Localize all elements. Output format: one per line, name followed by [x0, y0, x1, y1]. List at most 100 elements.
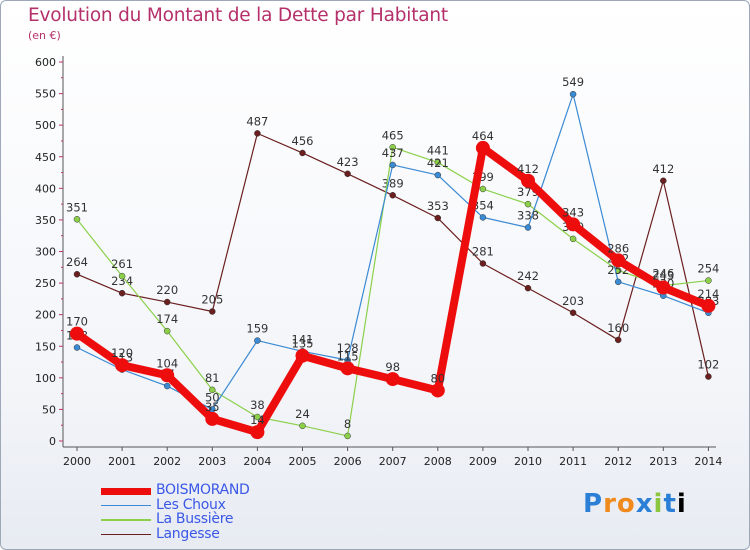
data-point-boismorand	[160, 368, 174, 382]
data-label-langesse: 242	[517, 269, 539, 283]
data-label-boismorand: 343	[562, 205, 584, 219]
y-tick-label: 150	[35, 340, 56, 353]
data-point-la-bussi-re	[74, 216, 80, 222]
y-tick-label: 200	[35, 309, 56, 322]
data-label-boismorand: 170	[66, 315, 88, 329]
x-tick-label: 2010	[514, 455, 542, 468]
data-label-la-bussi-re: 465	[382, 128, 404, 142]
data-point-boismorand	[701, 299, 715, 313]
data-point-boismorand	[341, 361, 355, 375]
data-point-langesse	[74, 271, 80, 277]
data-point-langesse	[390, 192, 396, 198]
x-tick-label: 2007	[379, 455, 407, 468]
data-label-la-bussi-re: 351	[66, 200, 88, 214]
data-point-les-choux	[435, 172, 441, 178]
data-point-langesse	[615, 337, 621, 343]
data-label-boismorand: 80	[430, 371, 445, 385]
y-tick-label: 400	[35, 182, 56, 195]
data-point-la-bussi-re	[345, 433, 351, 439]
y-tick-label: 0	[49, 435, 56, 448]
x-tick-label: 2001	[108, 455, 136, 468]
chart-frame: Evolution du Montant de la Dette par Hab…	[0, 0, 750, 550]
data-label-langesse: 487	[246, 114, 268, 128]
data-label-la-bussi-re: 254	[697, 262, 719, 276]
x-tick-label: 2011	[559, 455, 587, 468]
data-point-les-choux	[390, 162, 396, 168]
y-tick-label: 250	[35, 277, 56, 290]
data-label-boismorand: 115	[337, 349, 359, 363]
legend-label-langesse: Langesse	[156, 526, 220, 542]
line-chart: 0501001502002503003504004505005506002000…	[1, 1, 749, 549]
data-label-boismorand: 98	[385, 360, 400, 374]
data-point-langesse	[300, 150, 306, 156]
data-point-langesse	[705, 374, 711, 380]
x-tick-label: 2009	[469, 455, 497, 468]
y-tick-label: 600	[35, 56, 56, 69]
data-label-la-bussi-re: 81	[205, 371, 220, 385]
data-label-boismorand: 35	[205, 400, 220, 414]
x-tick-label: 2005	[289, 455, 317, 468]
data-label-boismorand: 464	[472, 129, 494, 143]
data-point-les-choux	[74, 345, 80, 351]
data-point-la-bussi-re	[300, 423, 306, 429]
data-point-langesse	[570, 310, 576, 316]
data-point-les-choux	[615, 279, 621, 285]
data-label-boismorand: 104	[156, 356, 178, 370]
y-tick-label: 50	[42, 403, 56, 416]
proxiti-logo: Proxiti	[583, 489, 687, 519]
data-point-la-bussi-re	[570, 236, 576, 242]
data-label-les-choux: 159	[246, 322, 268, 336]
data-point-langesse	[209, 309, 215, 315]
data-label-langesse: 102	[697, 358, 719, 372]
legend-swatch-la-bussi-re	[101, 519, 151, 521]
data-label-les-choux: 437	[382, 146, 404, 160]
data-label-les-choux: 549	[562, 75, 584, 89]
data-label-langesse: 220	[156, 283, 178, 297]
data-point-boismorand	[521, 174, 535, 188]
data-label-les-choux: 338	[517, 208, 539, 222]
data-label-boismorand: 135	[292, 337, 314, 351]
data-point-boismorand	[115, 358, 129, 372]
data-point-les-choux	[254, 338, 260, 344]
y-tick-label: 500	[35, 119, 56, 132]
data-point-boismorand	[205, 412, 219, 426]
data-point-la-bussi-re	[705, 278, 711, 284]
data-point-boismorand	[296, 349, 310, 363]
data-label-la-bussi-re: 8	[344, 417, 351, 431]
data-point-boismorand	[386, 372, 400, 386]
data-label-langesse: 264	[66, 255, 88, 269]
y-tick-label: 350	[35, 214, 56, 227]
data-point-les-choux	[480, 214, 486, 220]
data-label-boismorand: 243	[652, 269, 674, 283]
data-label-boismorand: 412	[517, 162, 539, 176]
y-tick-label: 450	[35, 151, 56, 164]
data-point-langesse	[119, 290, 125, 296]
x-tick-label: 2013	[649, 455, 677, 468]
data-label-langesse: 389	[382, 176, 404, 190]
x-tick-label: 2004	[243, 455, 271, 468]
data-point-boismorand	[476, 141, 490, 155]
x-tick-label: 2012	[604, 455, 632, 468]
data-point-boismorand	[566, 217, 580, 231]
data-point-les-choux	[164, 383, 170, 389]
data-point-la-bussi-re	[164, 328, 170, 334]
legend-swatch-les-choux	[101, 505, 151, 507]
data-label-la-bussi-re: 174	[156, 312, 178, 326]
data-point-les-choux	[570, 91, 576, 97]
y-tick-label: 100	[35, 372, 56, 385]
data-label-langesse: 353	[427, 199, 449, 213]
data-label-la-bussi-re: 24	[295, 407, 310, 421]
x-tick-label: 2006	[334, 455, 362, 468]
data-point-langesse	[345, 171, 351, 177]
data-point-langesse	[480, 261, 486, 267]
data-point-la-bussi-re	[119, 273, 125, 279]
data-label-les-choux: 421	[427, 156, 449, 170]
y-tick-label: 550	[35, 88, 56, 101]
data-point-boismorand	[656, 281, 670, 295]
data-point-la-bussi-re	[480, 186, 486, 192]
legend-swatch-langesse	[101, 534, 151, 536]
data-label-langesse: 423	[337, 155, 359, 169]
data-point-langesse	[435, 215, 441, 221]
x-tick-label: 2003	[198, 455, 226, 468]
x-tick-label: 2002	[153, 455, 181, 468]
